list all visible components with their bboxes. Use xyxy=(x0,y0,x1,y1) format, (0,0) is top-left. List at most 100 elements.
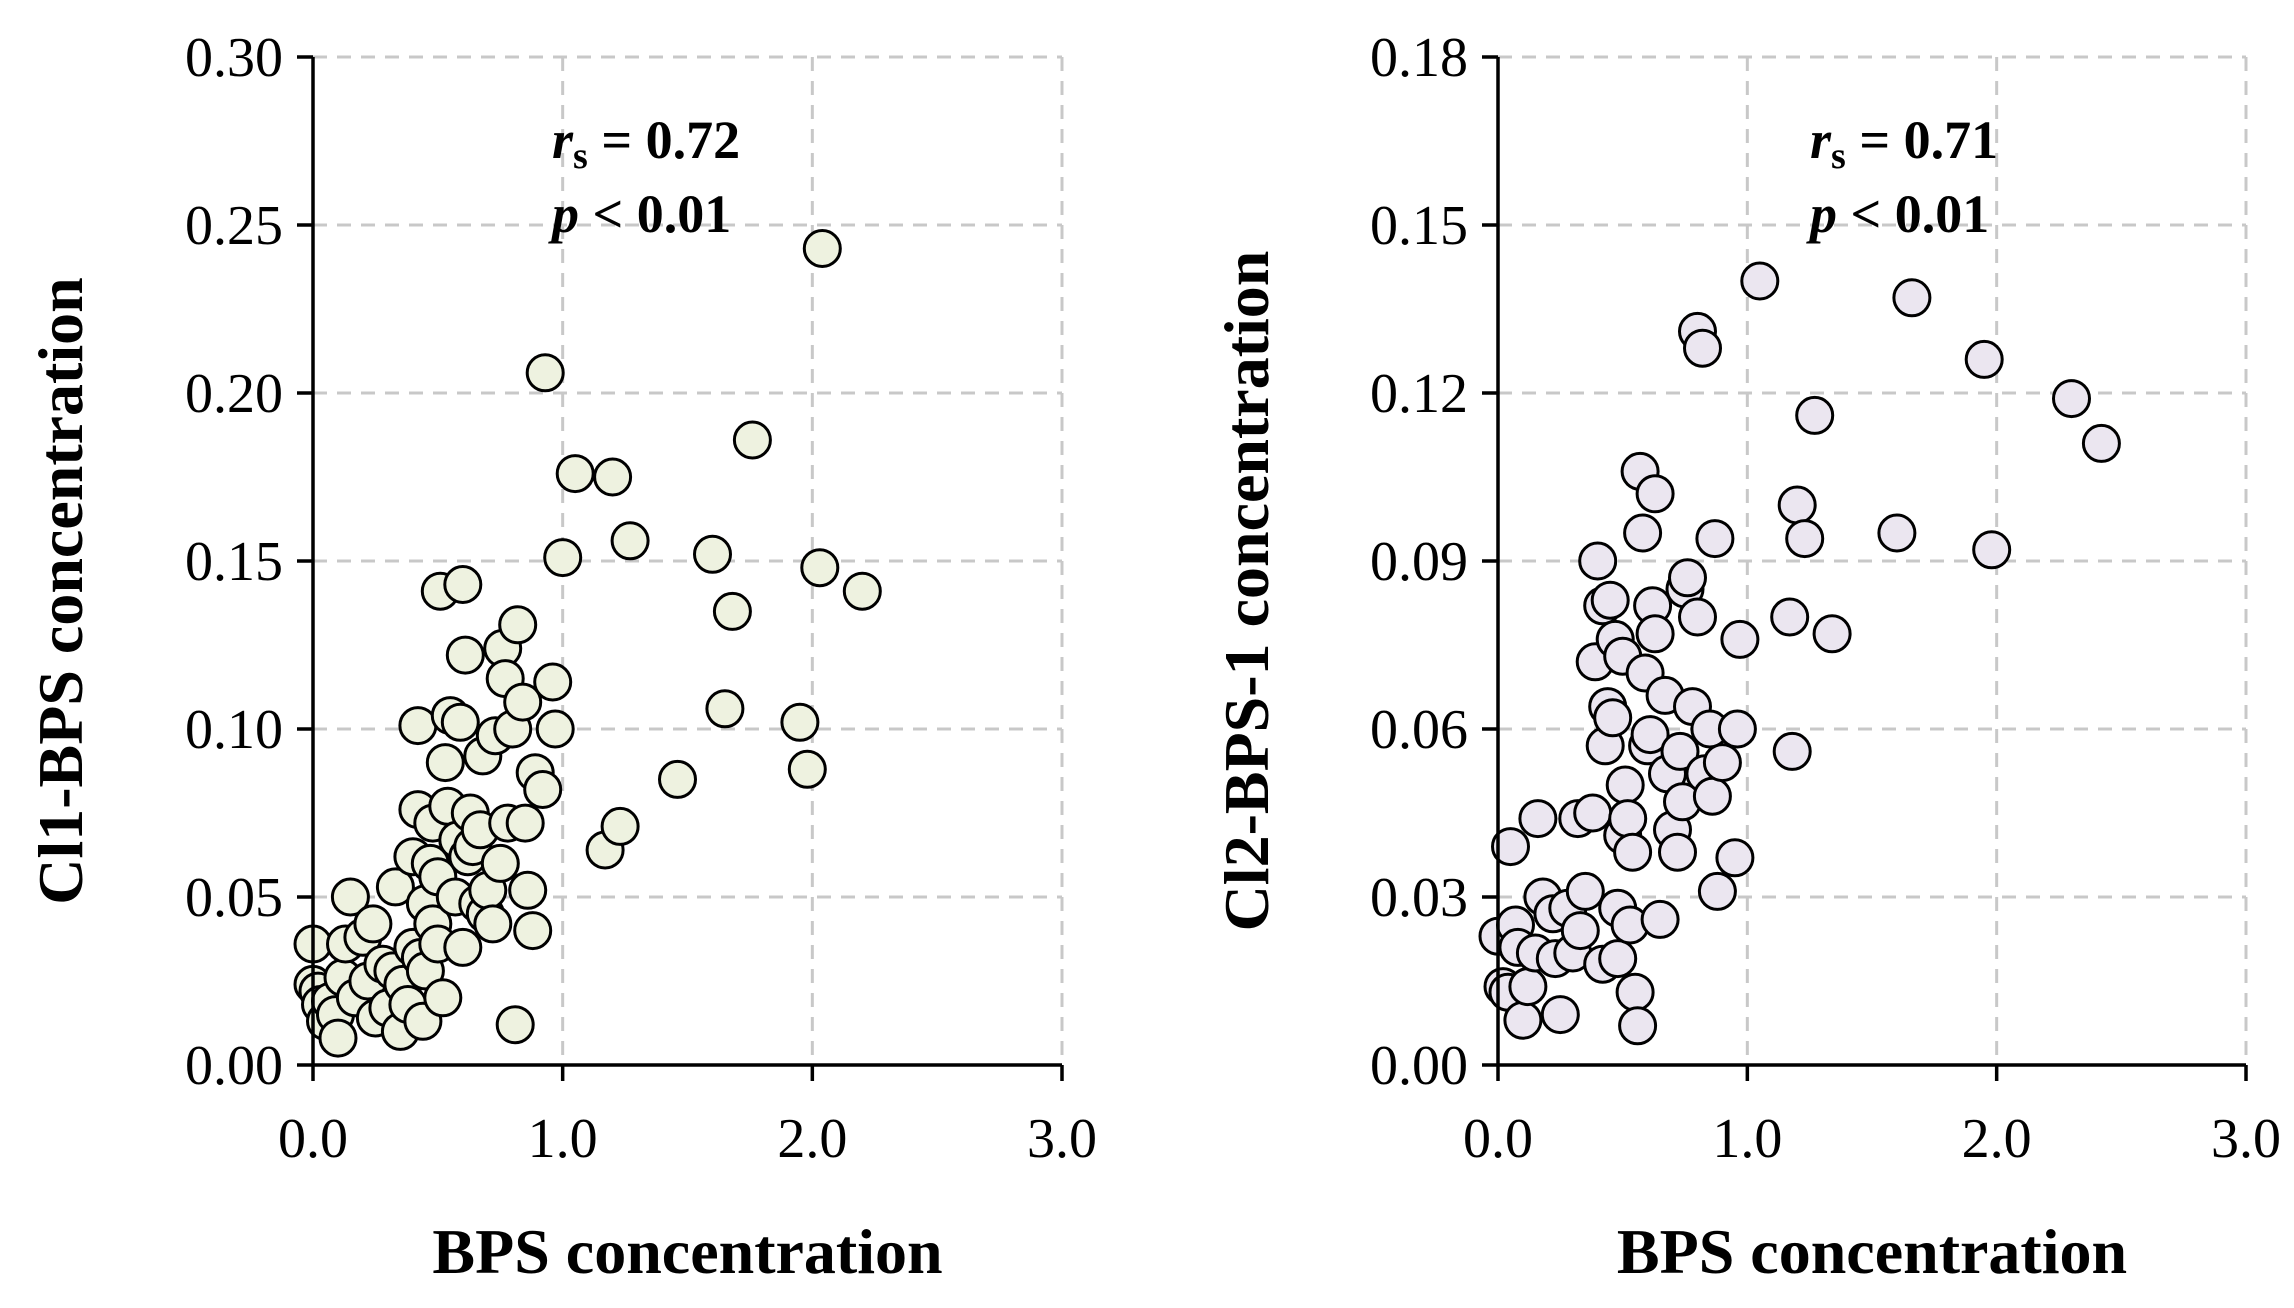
axes-left xyxy=(297,55,1064,1081)
x-tick-label: 0.0 xyxy=(278,1108,348,1170)
y-tick-label: 0.10 xyxy=(185,699,283,761)
scatter-point xyxy=(423,978,463,1018)
scatter-point xyxy=(1892,278,1932,318)
y-tick-label: 0.20 xyxy=(185,363,283,425)
scatter-point xyxy=(398,706,438,746)
x-tick-label: 3.0 xyxy=(1027,1108,1097,1170)
scatter-point xyxy=(443,565,483,604)
x-axis-title: BPS concentration xyxy=(1617,1216,2127,1287)
y-axis-title: Cl2-BPS-1 concentration xyxy=(1211,251,1282,932)
scatter-point xyxy=(480,843,520,883)
scatter-point xyxy=(353,904,393,944)
scatter-point xyxy=(533,662,573,702)
x-tick-labels-left: 0.0 1.0 2.0 3.0 xyxy=(278,1108,1097,1170)
scatter-point xyxy=(440,702,480,742)
scatter-point xyxy=(555,454,595,494)
y-tick-labels-left: 0.00 0.05 0.10 0.15 0.20 0.25 0.30 xyxy=(185,27,283,1097)
scatter-point xyxy=(1578,541,1618,581)
x-tick-label: 1.0 xyxy=(528,1108,598,1170)
y-tick-label: 0.25 xyxy=(185,195,283,257)
x-tick-label: 0.0 xyxy=(1463,1108,1533,1170)
scatter-point xyxy=(1573,793,1613,833)
p-value: < 0.01 xyxy=(1837,184,1989,244)
scatter-point xyxy=(1812,614,1852,654)
scatter-point xyxy=(525,353,565,393)
scatter-point xyxy=(1683,328,1722,368)
scatter-point xyxy=(1615,972,1655,1012)
scatter-point xyxy=(1590,580,1630,620)
scatter-point xyxy=(1630,715,1670,755)
scatter-point xyxy=(2052,379,2091,419)
scatter-point xyxy=(1635,614,1675,654)
chart-panel-right: 0.00 0.03 0.06 0.09 0.12 0.15 0.18 0.0 1… xyxy=(1211,27,2281,1287)
y-tick-label: 0.30 xyxy=(185,27,283,89)
scatter-point xyxy=(1640,899,1680,939)
scatter-point xyxy=(375,867,415,907)
x-tick-label: 3.0 xyxy=(2211,1108,2281,1170)
scatter-point xyxy=(318,1018,358,1058)
r-symbol: r xyxy=(552,110,574,170)
y-tick-label: 0.09 xyxy=(1370,531,1468,593)
scatter-point xyxy=(1692,776,1732,816)
scatter-point xyxy=(1964,339,2004,379)
p-symbol: p xyxy=(548,184,579,244)
scatter-point xyxy=(513,911,553,951)
scatter-point xyxy=(1740,261,1780,301)
r-value: = 0.71 xyxy=(1846,110,1998,170)
scatter-point xyxy=(732,420,772,460)
y-tick-label: 0.12 xyxy=(1370,363,1468,425)
scatter-point xyxy=(1618,1006,1658,1046)
y-tick-label: 0.18 xyxy=(1370,27,1468,89)
scatter-point xyxy=(1777,485,1817,525)
scatter-point xyxy=(443,927,483,967)
scatter-point xyxy=(1560,911,1600,951)
scatter-point xyxy=(1877,513,1917,553)
scatter-points-right xyxy=(1478,261,2121,1046)
scatter-point xyxy=(1605,765,1645,805)
x-tick-label: 2.0 xyxy=(1962,1108,2032,1170)
y-tick-label: 0.06 xyxy=(1370,699,1468,761)
scatter-point xyxy=(1518,799,1558,839)
scatter-point xyxy=(1772,731,1812,771)
r-value: = 0.72 xyxy=(588,110,740,170)
scatter-point xyxy=(693,534,732,574)
scatter-point xyxy=(1608,799,1648,839)
scatter-point xyxy=(1658,832,1697,872)
p-value: < 0.01 xyxy=(579,184,731,244)
y-axis-title: Cl1-BPS concentration xyxy=(25,277,96,905)
scatter-point xyxy=(1720,619,1760,659)
scatter-point xyxy=(330,877,370,917)
y-tick-label: 0.15 xyxy=(1370,195,1468,257)
scatter-point xyxy=(495,1005,535,1045)
scatter-point xyxy=(1613,832,1653,872)
scatter-point xyxy=(1660,731,1700,771)
scatter-point xyxy=(498,605,538,645)
axes-right xyxy=(1482,55,2248,1081)
r-subscript: s xyxy=(1831,135,1846,177)
scatter-point xyxy=(1715,838,1755,878)
scatter-point xyxy=(425,743,465,783)
scatter-point xyxy=(2081,423,2121,463)
scatter-point xyxy=(1598,939,1638,979)
r-subscript: s xyxy=(573,135,588,177)
scatter-point xyxy=(800,548,840,588)
x-axis-title: BPS concentration xyxy=(432,1216,942,1287)
scatter-point xyxy=(705,689,745,729)
scatter-point xyxy=(593,457,633,497)
scatter-point xyxy=(1770,597,1810,637)
x-tick-label: 1.0 xyxy=(1712,1108,1782,1170)
scatter-point xyxy=(1795,395,1835,435)
scatter-point xyxy=(1702,743,1742,783)
spearman-r-annotation: rs = 0.72 xyxy=(552,110,740,177)
scatter-point xyxy=(1540,995,1580,1035)
scatter-point xyxy=(503,682,543,722)
y-tick-label: 0.00 xyxy=(185,1035,283,1097)
y-tick-label: 0.00 xyxy=(1370,1035,1468,1097)
scatter-point xyxy=(802,229,842,268)
scatter-point xyxy=(505,803,545,843)
scatter-point xyxy=(543,538,583,578)
r-symbol: r xyxy=(1810,110,1832,170)
scatter-point xyxy=(1717,709,1757,749)
